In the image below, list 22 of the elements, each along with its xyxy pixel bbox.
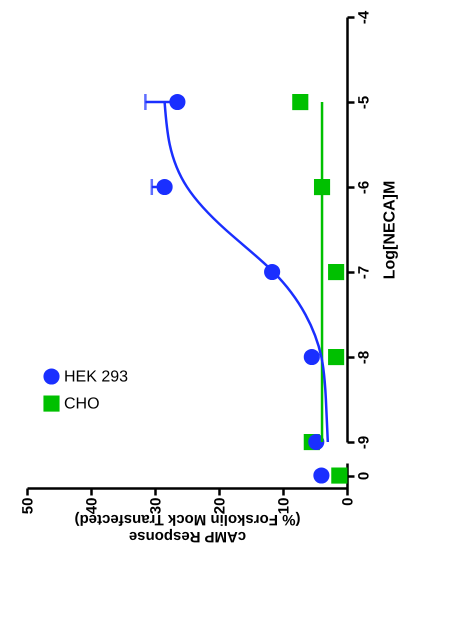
y-axis-title: Log[NECA]M [382,180,398,280]
y-tick-label: -5 [356,96,372,110]
x-tick-label: 10 [276,498,292,514]
x-tick-label: 50 [20,498,36,514]
point [304,348,320,366]
point [292,94,308,110]
y-tick-label: -7 [356,266,372,280]
x-tick-label: 0 [340,498,356,506]
legend-label: HEK 293 [64,368,128,386]
point [328,264,344,280]
legend-label: CHO [64,396,100,412]
point [169,94,186,110]
point [156,178,173,196]
y-tick-label: -4 [356,10,372,24]
point [308,434,324,450]
x-tick-label: 30 [148,498,164,514]
x-tick-label: 40 [84,498,100,514]
y-tick-label: -6 [356,180,372,194]
point [328,348,344,366]
y-tick-label: 0 [356,472,372,480]
y-tick-label: -8 [356,350,372,364]
y-tick-label: -9 [356,436,372,450]
